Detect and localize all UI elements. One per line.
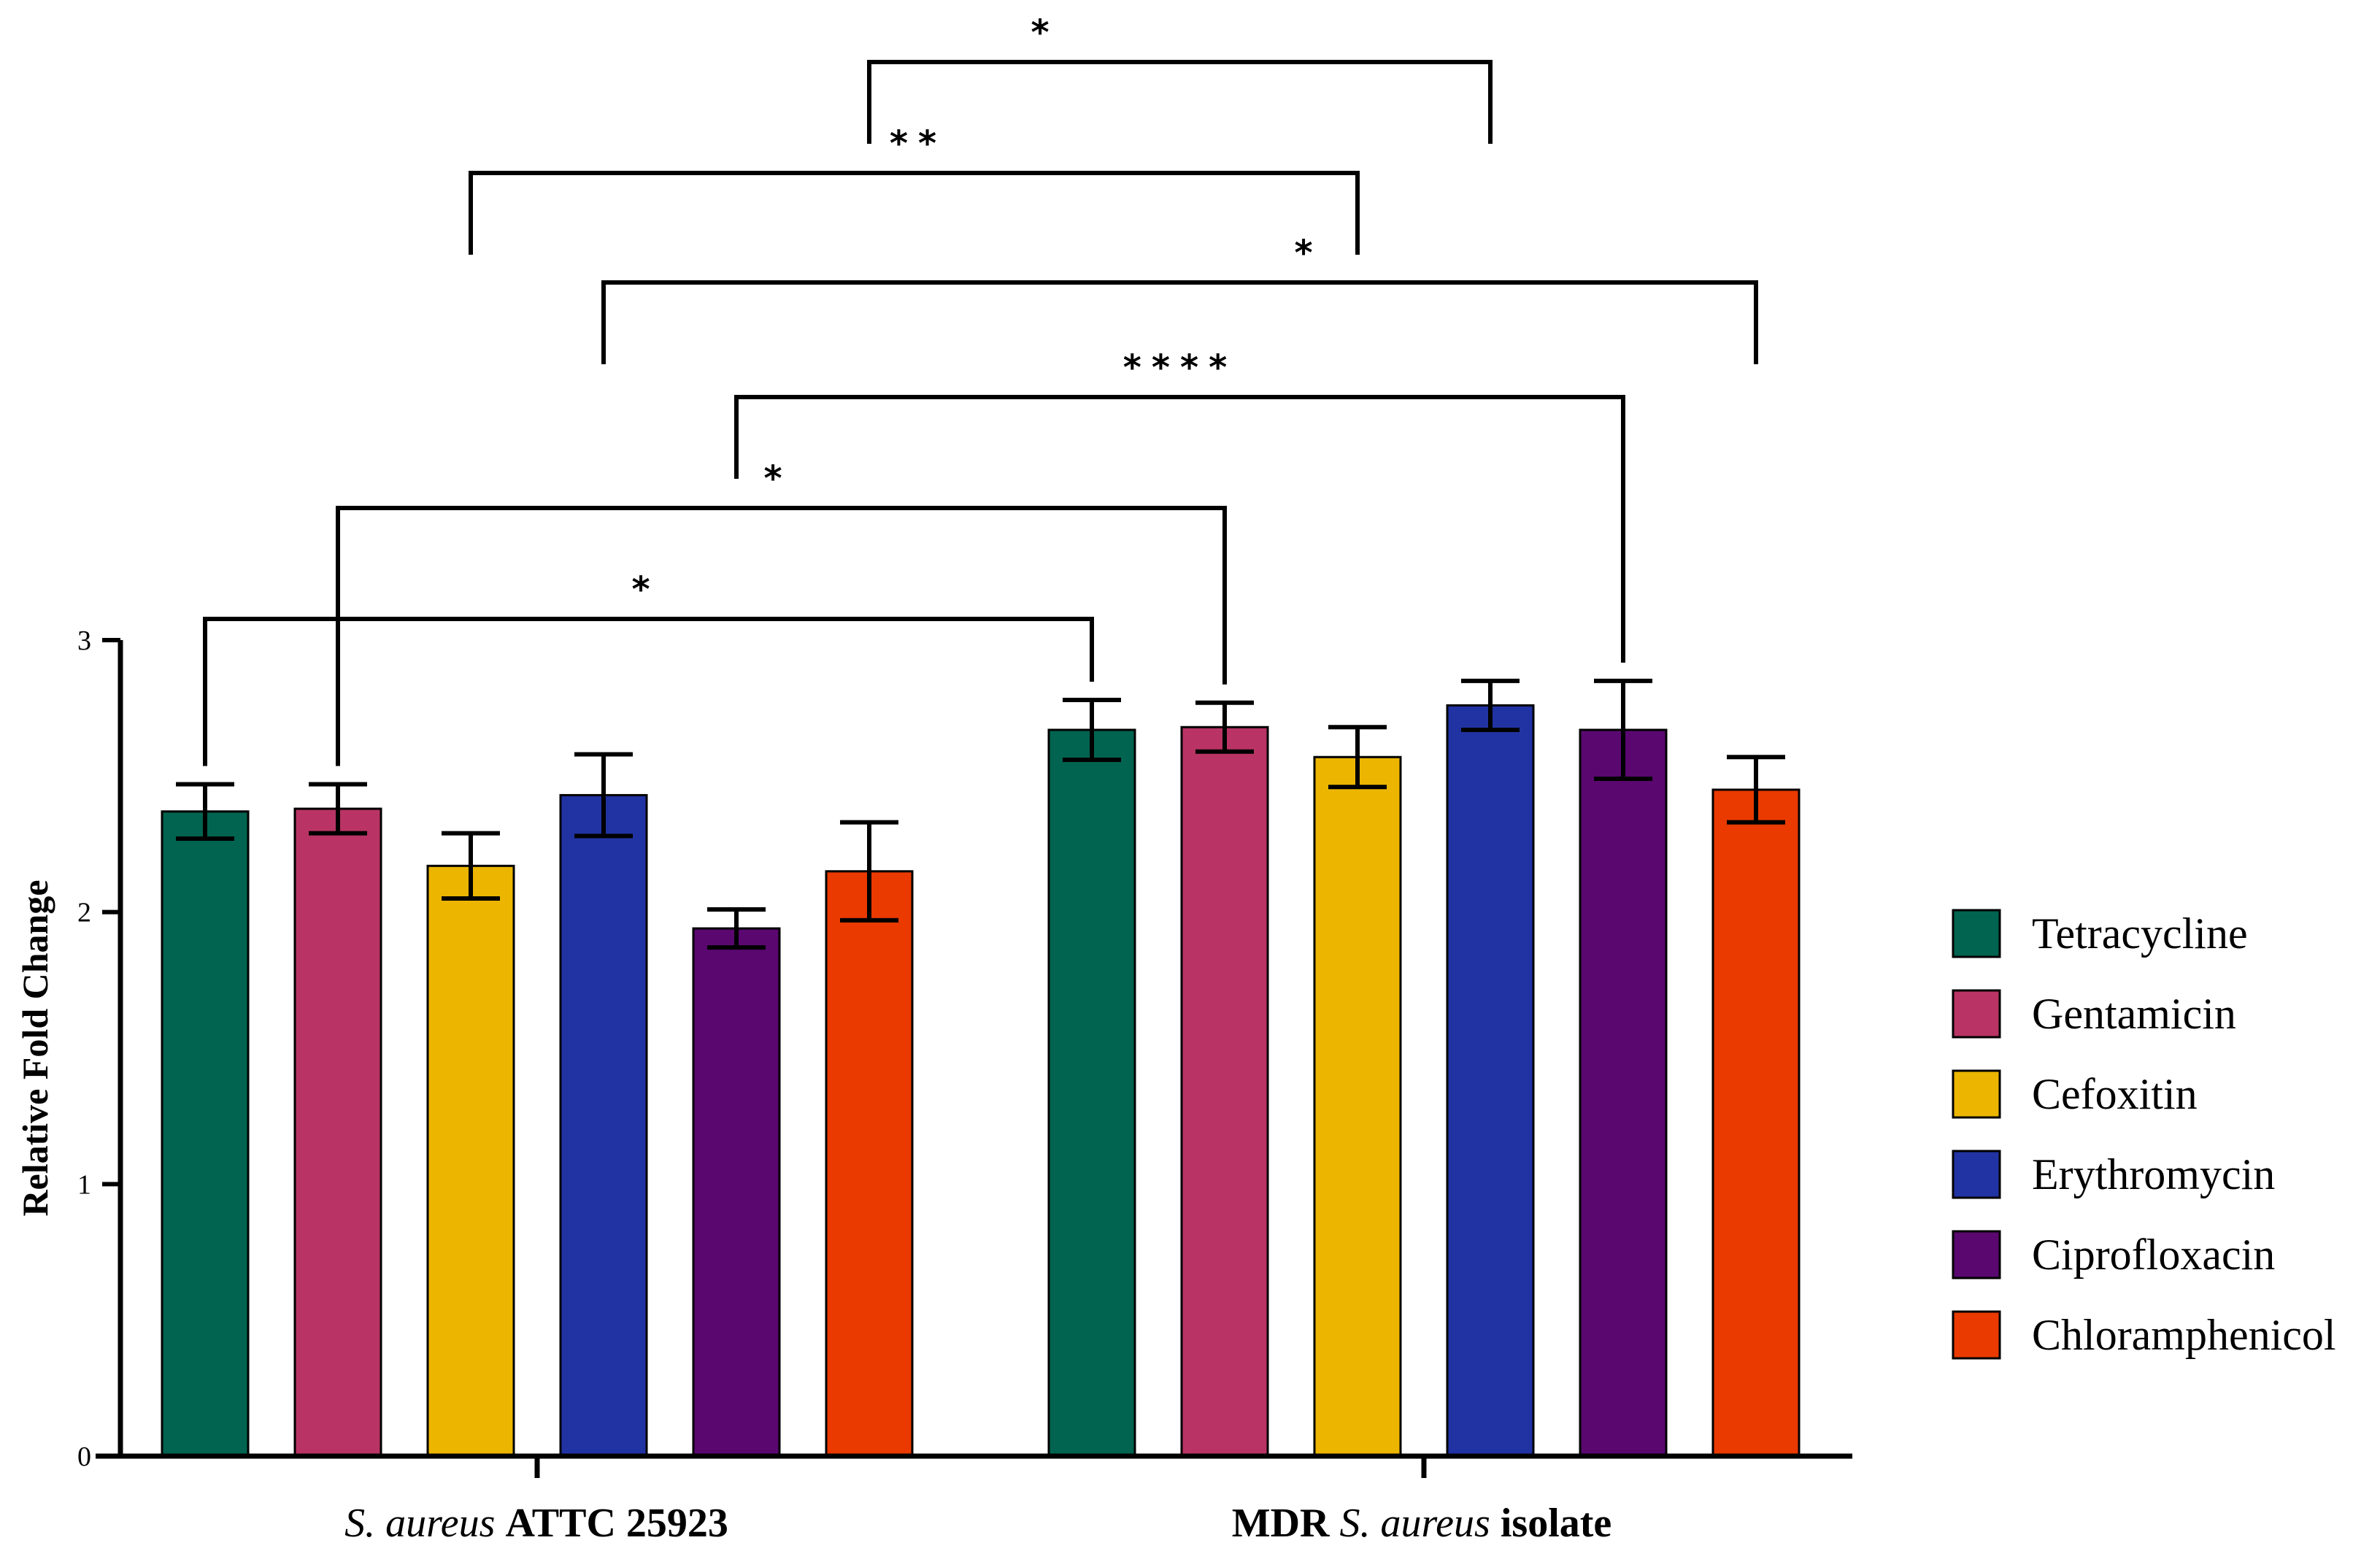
legend-swatch-erythromycin xyxy=(1952,1150,2001,1199)
axes xyxy=(96,640,1852,1478)
significance-label: * xyxy=(1031,12,1059,53)
significance-label: * xyxy=(763,458,792,499)
significance-label: * xyxy=(1294,233,1322,274)
legend-label-chloramphenicol: Chloramphenicol xyxy=(2032,1311,2336,1359)
significance-bracket xyxy=(734,395,1625,663)
bar-ciprofloxacin-group2 xyxy=(1579,728,1668,1458)
y-ticks: 0 1 2 3 xyxy=(77,626,120,1472)
significance-bracket xyxy=(336,506,1227,766)
legend-swatch-gentamicin xyxy=(1952,989,2001,1039)
significance-brackets: ********** xyxy=(203,12,1758,766)
significance-bracket xyxy=(469,171,1360,255)
x-group-labels: S. aureus ATTC 25923 MDR S. aureus isola… xyxy=(344,1501,1611,1546)
legend-swatch-tetracycline xyxy=(1952,909,2001,958)
bar-tetracycline-group1 xyxy=(161,810,250,1458)
bar-erythromycin-group1 xyxy=(559,793,648,1458)
y-tick-label: 2 xyxy=(77,898,91,928)
significance-label: ** xyxy=(890,123,947,164)
significance-bracket xyxy=(867,60,1493,144)
bar-erythromycin-group2 xyxy=(1446,704,1535,1458)
y-tick-label: 0 xyxy=(77,1442,91,1472)
y-tick-label: 3 xyxy=(77,626,91,656)
significance-bracket xyxy=(203,617,1094,766)
bar-ciprofloxacin-group1 xyxy=(692,927,781,1458)
legend-label-gentamicin: Gentamicin xyxy=(2032,990,2236,1038)
legend-label-ciprofloxacin: Ciprofloxacin xyxy=(2032,1231,2275,1279)
y-tick-label: 1 xyxy=(77,1169,91,1200)
significance-bracket xyxy=(601,280,1758,364)
bars xyxy=(161,704,1801,1458)
bar-tetracycline-group2 xyxy=(1047,728,1136,1458)
bar-gentamicin-group1 xyxy=(293,807,382,1458)
bar-cefoxitin-group1 xyxy=(426,864,515,1458)
group-label-mdr: MDR S. aureus isolate xyxy=(1232,1501,1612,1546)
bar-chloramphenicol-group1 xyxy=(825,870,914,1458)
legend-label-cefoxitin: Cefoxitin xyxy=(2032,1070,2198,1118)
bar-gentamicin-group2 xyxy=(1180,726,1269,1458)
significance-label: * xyxy=(631,569,660,610)
error-bars xyxy=(176,678,1785,950)
group-label-atcc: S. aureus ATTC 25923 xyxy=(344,1501,728,1546)
bar-chloramphenicol-group2 xyxy=(1711,788,1801,1458)
legend: Tetracycline Gentamicin Cefoxitin Erythromy… xyxy=(1952,909,2336,1360)
legend-label-erythromycin: Erythromycin xyxy=(2032,1150,2275,1198)
legend-swatch-ciprofloxacin xyxy=(1952,1230,2001,1279)
legend-label-tetracycline: Tetracycline xyxy=(2032,909,2248,958)
legend-swatch-cefoxitin xyxy=(1952,1069,2001,1119)
legend-swatch-chloramphenicol xyxy=(1952,1310,2001,1360)
significance-label: **** xyxy=(1123,347,1237,388)
bar-cefoxitin-group2 xyxy=(1313,755,1402,1458)
y-axis-label: Relative Fold Change xyxy=(15,880,55,1216)
